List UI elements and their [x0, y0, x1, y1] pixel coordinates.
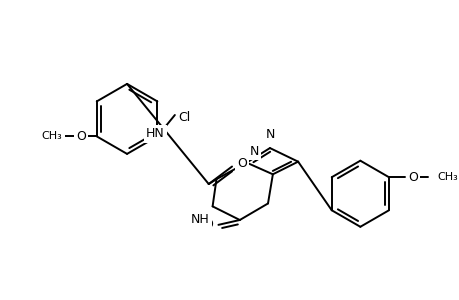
Text: NH: NH: [190, 213, 209, 226]
Text: HN: HN: [146, 128, 165, 140]
Text: O: O: [203, 218, 213, 231]
Text: CH₃: CH₃: [42, 131, 62, 141]
Text: O: O: [236, 157, 246, 170]
Text: N: N: [265, 128, 274, 141]
Text: CH₃: CH₃: [437, 172, 457, 182]
Text: O: O: [408, 171, 417, 184]
Text: Cl: Cl: [177, 111, 190, 124]
Text: N: N: [249, 145, 258, 158]
Text: O: O: [76, 130, 86, 143]
